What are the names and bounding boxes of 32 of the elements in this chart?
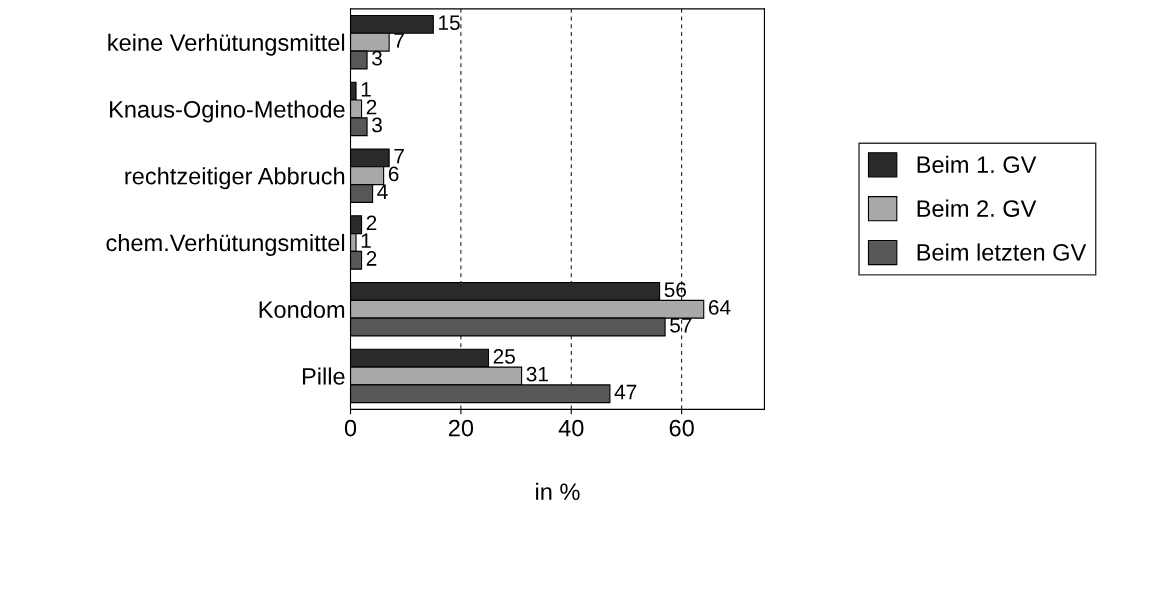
data-label: 7 <box>394 33 404 48</box>
y-tick-label: rechtzeitiger Abbruch <box>125 167 345 190</box>
data-label: 25 <box>493 349 515 364</box>
y-tick-label: chem.Verhütungsmittel <box>106 233 345 256</box>
y-tick-label: Kondom <box>259 300 345 319</box>
y-tick-label: keine Verhütungsmittel <box>108 33 345 56</box>
data-label: 1 <box>361 82 371 97</box>
data-label: 3 <box>372 117 382 133</box>
data-label: 1 <box>361 233 371 248</box>
x-tick-label: 20 <box>448 419 474 437</box>
data-label: 2 <box>366 99 377 115</box>
data-label: 2 <box>366 215 377 231</box>
legend-label: Beim 2. GV <box>917 199 1037 217</box>
legend-label: Beim 1. GV <box>917 155 1037 174</box>
data-label: 2 <box>366 251 377 266</box>
data-label: 3 <box>372 50 382 66</box>
data-label: 31 <box>526 366 548 382</box>
x-tick-label: 40 <box>558 419 584 437</box>
data-label: 47 <box>614 384 637 400</box>
data-label: 64 <box>708 300 731 315</box>
data-label: 57 <box>670 318 692 333</box>
x-tick-label: 0 <box>344 419 357 437</box>
data-label: 7 <box>394 148 404 164</box>
data-label: 15 <box>439 15 460 30</box>
data-label: 4 <box>377 184 388 199</box>
legend-label: Beim letzten GV <box>917 243 1087 261</box>
x-tick-label: 60 <box>669 419 694 437</box>
x-axis-title: in % <box>536 482 580 500</box>
y-tick-label: Pille <box>302 367 345 385</box>
data-label: 56 <box>664 282 686 298</box>
data-label: 6 <box>388 166 399 182</box>
y-tick-label: Knaus-Ogino-Methode <box>110 100 345 123</box>
